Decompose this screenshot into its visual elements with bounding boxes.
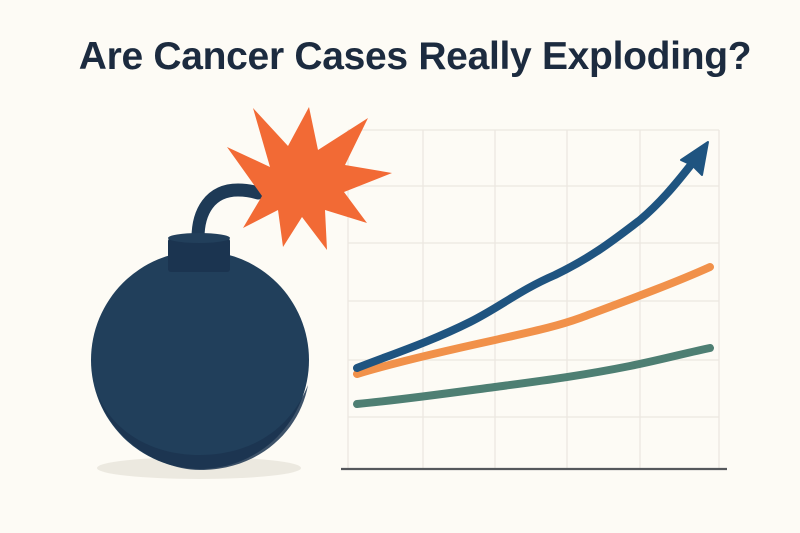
bomb-icon (91, 233, 309, 470)
series-orange-line (353, 263, 714, 378)
explosion-starburst-icon (227, 107, 392, 250)
arrow-head-icon (680, 141, 709, 176)
series-blue-line (353, 162, 694, 372)
page-title: Are Cancer Cases Really Exploding? (78, 35, 752, 78)
series-green-line (353, 344, 714, 408)
fuse-icon (191, 183, 265, 245)
chart-grid (347, 129, 720, 469)
